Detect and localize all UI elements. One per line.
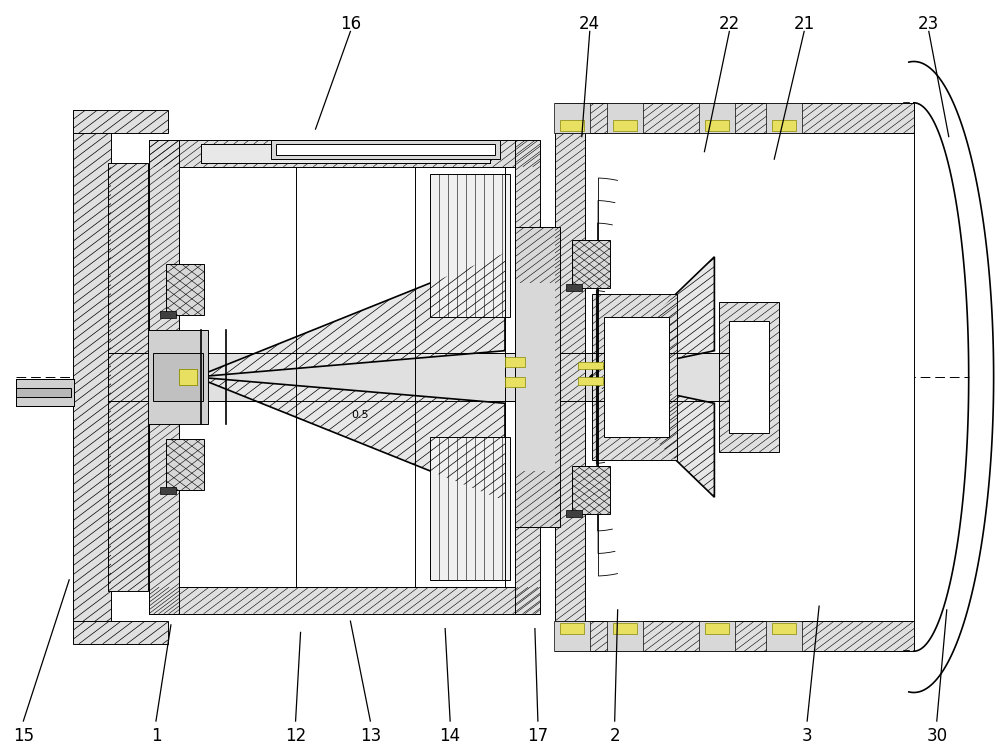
Bar — [613, 623, 637, 634]
Polygon shape — [196, 377, 505, 501]
Bar — [566, 284, 582, 291]
Bar — [705, 623, 729, 634]
Bar — [160, 311, 176, 318]
Bar — [430, 174, 510, 317]
Bar — [515, 227, 560, 527]
Bar — [592, 294, 677, 460]
Bar — [699, 103, 735, 133]
Text: 23: 23 — [918, 15, 939, 33]
Text: 14: 14 — [440, 727, 461, 745]
Bar — [505, 357, 525, 367]
Bar — [578, 362, 603, 369]
Bar — [719, 302, 779, 452]
Bar — [271, 140, 500, 159]
Bar — [613, 120, 637, 131]
Bar — [16, 388, 71, 397]
Text: 30: 30 — [926, 727, 947, 745]
Bar — [560, 623, 584, 634]
Bar — [179, 369, 197, 385]
Bar — [149, 587, 540, 614]
Text: 12: 12 — [285, 727, 306, 745]
Bar — [153, 353, 203, 401]
Bar — [179, 167, 515, 587]
Bar — [772, 623, 796, 634]
Bar — [555, 621, 914, 651]
Bar — [555, 103, 585, 651]
Bar — [572, 466, 610, 514]
Bar — [515, 227, 560, 283]
Bar — [515, 471, 560, 527]
Text: 24: 24 — [579, 15, 600, 33]
Bar — [699, 621, 735, 651]
Bar — [166, 265, 204, 315]
Bar — [108, 353, 766, 401]
Bar — [160, 486, 176, 494]
Bar — [73, 110, 168, 133]
Bar — [149, 140, 179, 614]
Bar — [108, 163, 148, 591]
Text: 22: 22 — [719, 15, 740, 33]
Bar — [604, 317, 669, 437]
Bar — [729, 320, 769, 434]
Text: 13: 13 — [360, 727, 381, 745]
Bar — [607, 621, 643, 651]
Bar — [201, 144, 490, 163]
Text: 3: 3 — [802, 727, 812, 745]
Text: 2: 2 — [609, 727, 620, 745]
Text: 0.5: 0.5 — [352, 409, 369, 419]
Bar — [560, 120, 584, 131]
Bar — [554, 621, 590, 651]
Bar — [572, 240, 610, 288]
Bar — [179, 369, 197, 385]
Bar — [607, 103, 643, 133]
Bar — [766, 103, 802, 133]
Bar — [705, 120, 729, 131]
Polygon shape — [590, 257, 714, 377]
Bar — [515, 140, 540, 614]
Polygon shape — [196, 253, 505, 377]
Bar — [16, 379, 74, 406]
Bar — [201, 144, 490, 163]
Bar — [73, 133, 111, 621]
Bar — [772, 120, 796, 131]
Bar — [149, 140, 540, 167]
Bar — [578, 377, 603, 385]
Text: 21: 21 — [794, 15, 815, 33]
Bar — [166, 439, 204, 489]
Text: 16: 16 — [340, 15, 361, 33]
Bar — [566, 510, 582, 517]
Bar — [148, 330, 208, 424]
Bar — [73, 621, 168, 644]
Bar — [505, 377, 525, 387]
Bar — [585, 133, 914, 621]
Bar — [554, 103, 590, 133]
Polygon shape — [590, 377, 714, 497]
Text: 17: 17 — [527, 727, 548, 745]
Bar — [276, 144, 495, 155]
Bar — [430, 437, 510, 580]
Text: 15: 15 — [13, 727, 34, 745]
Bar — [766, 621, 802, 651]
Text: 1: 1 — [151, 727, 161, 745]
Bar — [555, 103, 914, 133]
